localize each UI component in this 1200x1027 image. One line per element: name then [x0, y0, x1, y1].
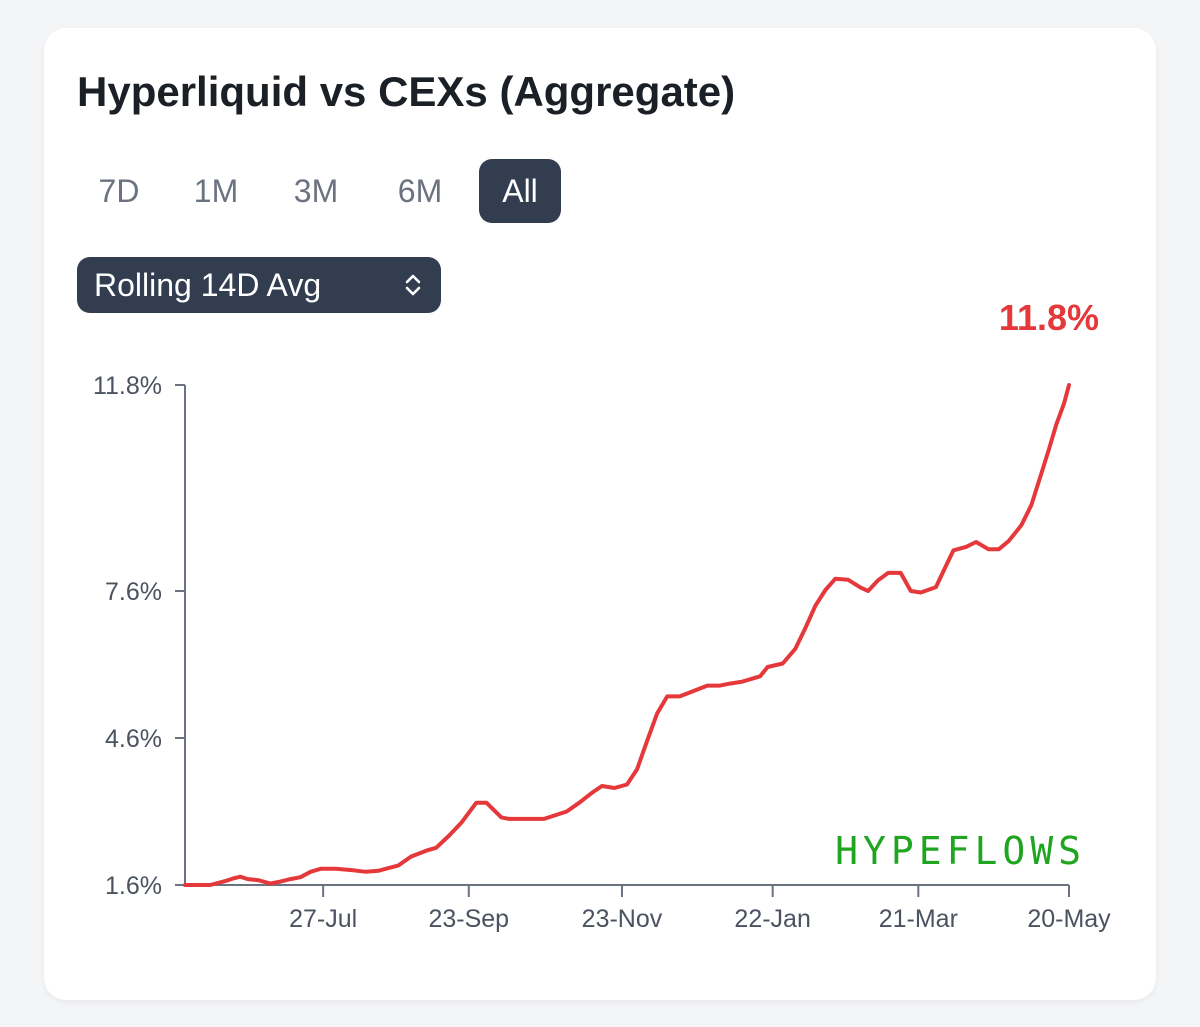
x-tick-label: 23-Sep [428, 905, 509, 933]
average-select[interactable]: Rolling 14D Avg [77, 257, 441, 313]
line-chart: 11.8% HYPEFLOWS 1.6% 4.6% 7.6% 11.8% 27-Jul 2… [93, 297, 1111, 933]
x-tick-label: 27-Jul [289, 905, 357, 933]
x-tick-label: 20-May [1027, 905, 1111, 933]
tab-7d[interactable]: 7D [98, 173, 140, 209]
average-select-value: Rolling 14D Avg [94, 267, 322, 303]
y-tick-label: 11.8% [93, 372, 162, 400]
chart-card: Hyperliquid vs CEXs (Aggregate) 7D 1M 3M… [44, 28, 1156, 1000]
chevron-up-down-icon [405, 274, 421, 296]
y-tick-label: 4.6% [105, 725, 162, 753]
series-line [183, 383, 1071, 887]
y-tick-label: 1.6% [105, 872, 162, 900]
chart-series [183, 383, 1071, 887]
chart-title: Hyperliquid vs CEXs (Aggregate) [77, 68, 736, 115]
tab-6m[interactable]: 6M [397, 173, 443, 209]
tab-3m[interactable]: 3M [293, 173, 339, 209]
x-tick-label: 21-Mar [879, 905, 958, 933]
tab-1m[interactable]: 1M [193, 173, 239, 209]
chart-axes: 1.6% 4.6% 7.6% 11.8% 27-Jul 23-Sep 23-Nov 22-Ja… [93, 372, 1111, 933]
x-tick-label: 22-Jan [734, 905, 810, 933]
x-tick-label: 23-Nov [582, 905, 663, 933]
tab-all[interactable]: All [479, 159, 561, 223]
y-tick-label: 7.6% [105, 578, 162, 606]
current-value-label: 11.8% [999, 297, 1099, 338]
hypeflows-watermark: HYPEFLOWS [835, 829, 1086, 873]
